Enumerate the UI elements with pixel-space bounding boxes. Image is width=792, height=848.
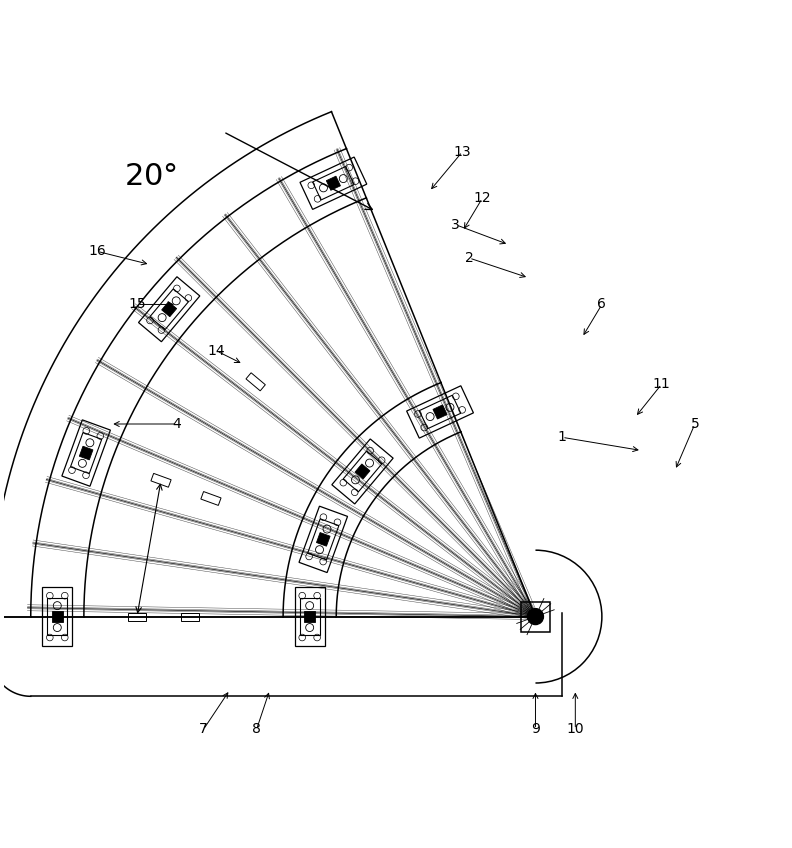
Polygon shape	[52, 611, 63, 622]
Text: $20°$: $20°$	[124, 161, 177, 192]
Polygon shape	[162, 302, 177, 316]
Circle shape	[527, 609, 543, 625]
Polygon shape	[317, 533, 330, 546]
Text: 1: 1	[558, 430, 566, 444]
Text: 12: 12	[474, 191, 491, 205]
Text: 5: 5	[691, 417, 699, 431]
Polygon shape	[326, 176, 341, 190]
Text: 11: 11	[653, 377, 671, 391]
Text: 8: 8	[252, 722, 261, 737]
Polygon shape	[304, 611, 315, 622]
Bar	[520, 601, 550, 632]
Polygon shape	[79, 446, 93, 460]
Polygon shape	[355, 464, 370, 479]
Text: 14: 14	[208, 344, 226, 358]
Text: 6: 6	[597, 298, 607, 311]
Text: 7: 7	[199, 722, 208, 737]
Text: 13: 13	[454, 145, 471, 159]
Polygon shape	[433, 404, 447, 419]
Text: 15: 15	[128, 298, 146, 311]
Text: 2: 2	[465, 251, 474, 265]
Text: 10: 10	[566, 722, 584, 737]
Text: 4: 4	[173, 417, 181, 431]
Text: 16: 16	[88, 244, 106, 259]
Text: 3: 3	[451, 218, 460, 232]
Text: 9: 9	[531, 722, 540, 737]
